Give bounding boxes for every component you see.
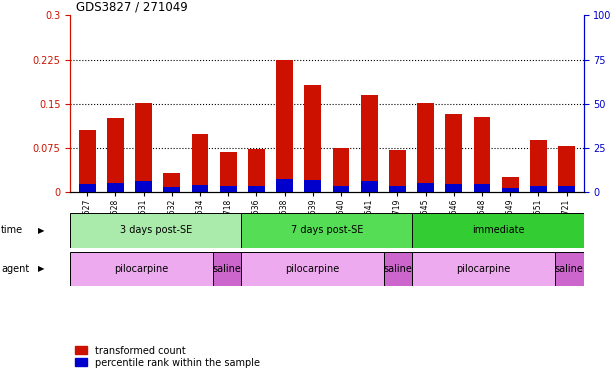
Bar [502, 189, 519, 192]
Bar [248, 149, 265, 192]
Bar [135, 103, 152, 192]
Bar [163, 172, 180, 192]
Bar [558, 186, 575, 192]
Bar [360, 181, 378, 192]
Legend: transformed count, percentile rank within the sample: transformed count, percentile rank withi… [75, 346, 260, 367]
Bar [241, 213, 412, 248]
Text: pilocarpine: pilocarpine [114, 264, 169, 274]
Bar [530, 185, 547, 192]
Bar [248, 186, 265, 192]
Bar [417, 103, 434, 192]
Bar [530, 140, 547, 192]
Bar [107, 183, 124, 192]
Bar [555, 252, 584, 286]
Bar [332, 148, 349, 192]
Bar [360, 95, 378, 192]
Bar [417, 183, 434, 192]
Bar [191, 185, 208, 192]
Text: ▶: ▶ [38, 226, 45, 235]
Text: GDS3827 / 271049: GDS3827 / 271049 [76, 0, 188, 13]
Bar [79, 130, 96, 192]
Bar [79, 184, 96, 192]
Bar [389, 150, 406, 192]
Bar [445, 184, 463, 192]
Bar [191, 134, 208, 192]
Bar [220, 152, 236, 192]
Bar [384, 252, 412, 286]
Bar [276, 179, 293, 192]
Text: saline: saline [213, 264, 241, 274]
Text: time: time [1, 225, 23, 235]
Bar [474, 184, 491, 192]
Text: pilocarpine: pilocarpine [285, 264, 340, 274]
Text: saline: saline [384, 264, 412, 274]
Text: agent: agent [1, 264, 29, 274]
Bar [445, 114, 463, 192]
Bar [220, 186, 236, 192]
Bar [502, 177, 519, 192]
Bar [241, 252, 384, 286]
Text: immediate: immediate [472, 225, 524, 235]
Text: saline: saline [555, 264, 584, 274]
Text: 7 days post-SE: 7 days post-SE [291, 225, 363, 235]
Text: 3 days post-SE: 3 days post-SE [120, 225, 192, 235]
Bar [474, 117, 491, 192]
Bar [412, 213, 584, 248]
Bar [213, 252, 241, 286]
Bar [389, 186, 406, 192]
Bar [304, 85, 321, 192]
Bar [70, 252, 213, 286]
Text: pilocarpine: pilocarpine [456, 264, 511, 274]
Bar [135, 181, 152, 192]
Bar [107, 118, 124, 192]
Bar [558, 146, 575, 192]
Bar [332, 186, 349, 192]
Bar [304, 180, 321, 192]
Bar [70, 213, 241, 248]
Text: ▶: ▶ [38, 264, 45, 273]
Bar [276, 60, 293, 192]
Bar [163, 187, 180, 192]
Bar [412, 252, 555, 286]
